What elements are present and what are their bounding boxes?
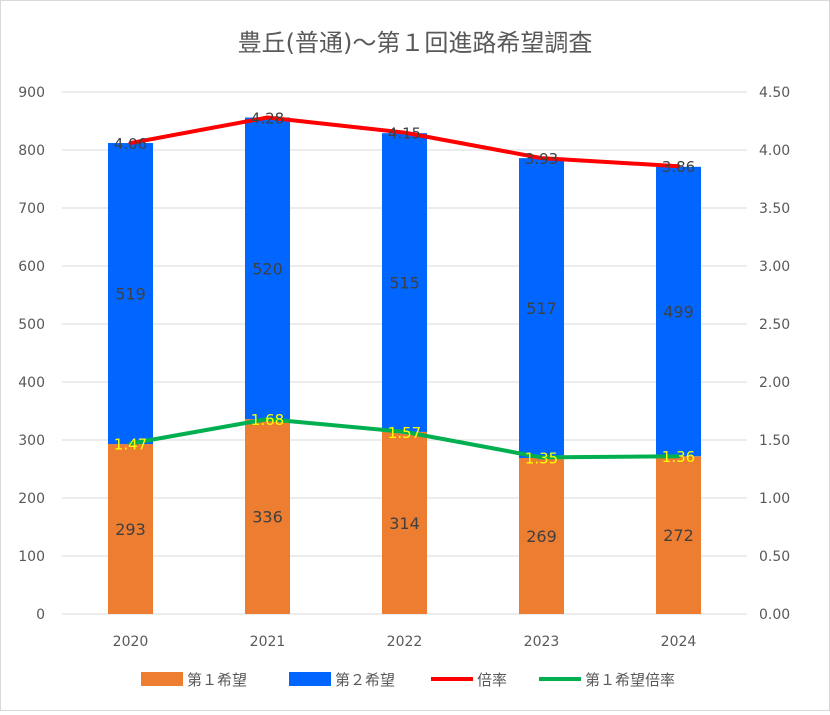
bar-first-choice xyxy=(382,431,427,614)
data-label-layer: 293 519 336 520 314 515 269 517 272 499 4.06 4.28 4.… xyxy=(114,110,695,546)
legend-item: 第１希望 xyxy=(141,671,247,689)
legend-item: 倍率 xyxy=(431,671,507,689)
y-left-tick-label: 200 xyxy=(18,491,45,507)
y-right-tick-label: 3.00 xyxy=(759,259,790,275)
bar-first-choice-value: 293 xyxy=(115,520,146,539)
x-tick-label: 2023 xyxy=(524,634,560,650)
y-left-tick-label: 600 xyxy=(18,259,45,275)
y-right-tick-label: 4.00 xyxy=(759,143,790,159)
y-right-tick-label: 1.00 xyxy=(759,491,790,507)
bar-second-choice xyxy=(519,158,564,458)
chart-title: 豊丘(普通)〜第１回進路希望調査 xyxy=(238,29,593,57)
y-left-tick-label: 300 xyxy=(18,433,45,449)
bar-first-choice xyxy=(519,457,564,614)
bar-second-choice-value: 520 xyxy=(252,259,283,278)
bar-first-choice-value: 336 xyxy=(252,508,283,527)
bar-first-choice xyxy=(656,456,701,614)
y-right-tick-label: 3.50 xyxy=(759,201,790,217)
y-left-tick-label: 0 xyxy=(36,607,45,623)
y-right-tick-label: 0.00 xyxy=(759,607,790,623)
legend-label: 第１希望 xyxy=(187,671,247,689)
x-tick-label: 2024 xyxy=(661,634,697,650)
ratio-label: 3.86 xyxy=(662,158,695,176)
y-right-tick-label: 0.50 xyxy=(759,549,790,565)
legend-label: 第２希望 xyxy=(335,671,395,689)
y-right-tick-label: 4.50 xyxy=(759,85,790,101)
legend-swatch xyxy=(141,672,183,686)
bar-layer xyxy=(108,117,701,614)
axis-layer: 0 100 200 300 400 500 600 700 800 900 0.00 0.50 1.00… xyxy=(18,85,790,650)
first-choice-ratio-label: 1.35 xyxy=(525,449,558,467)
first-choice-ratio-label: 1.47 xyxy=(114,435,147,453)
y-left-tick-label: 700 xyxy=(18,201,45,217)
legend-swatch xyxy=(289,672,331,686)
bar-second-choice-value: 499 xyxy=(663,303,694,322)
y-left-tick-label: 500 xyxy=(18,317,45,333)
bar-first-choice-value: 272 xyxy=(663,526,694,545)
legend-item: 第１希望倍率 xyxy=(539,671,675,689)
bar-second-choice xyxy=(656,166,701,457)
line-layer xyxy=(128,115,681,460)
bar-second-choice xyxy=(245,117,290,420)
bar-second-choice xyxy=(382,133,427,432)
first-choice-ratio-label: 1.68 xyxy=(251,411,284,429)
bar-second-choice-value: 517 xyxy=(526,299,557,318)
first-choice-ratio-label: 1.36 xyxy=(662,448,695,466)
x-tick-label: 2021 xyxy=(250,634,286,650)
x-tick-label: 2022 xyxy=(387,634,423,650)
ratio-label: 4.15 xyxy=(388,125,421,143)
y-right-tick-label: 1.50 xyxy=(759,433,790,449)
bar-second-choice-value: 519 xyxy=(115,285,146,304)
bar-first-choice-value: 269 xyxy=(526,527,557,546)
x-tick-label: 2020 xyxy=(113,634,149,650)
y-left-tick-label: 800 xyxy=(18,143,45,159)
legend-item: 第２希望 xyxy=(289,671,395,689)
legend: 第１希望 第２希望 倍率 第１希望倍率 xyxy=(141,671,675,689)
y-left-tick-label: 100 xyxy=(18,549,45,565)
legend-label: 第１希望倍率 xyxy=(585,671,675,689)
y-right-tick-label: 2.00 xyxy=(759,375,790,391)
line-ratio xyxy=(128,115,681,169)
bar-second-choice xyxy=(108,143,153,445)
bar-first-choice xyxy=(245,419,290,614)
first-choice-ratio-label: 1.57 xyxy=(388,424,421,442)
legend-label: 倍率 xyxy=(477,671,507,689)
y-left-tick-label: 400 xyxy=(18,375,45,391)
bar-first-choice xyxy=(108,444,153,614)
ratio-label: 3.93 xyxy=(525,150,558,168)
line-first-choice-ratio xyxy=(128,417,681,460)
y-right-tick-label: 2.50 xyxy=(759,317,790,333)
bar-first-choice-value: 314 xyxy=(389,514,420,533)
y-left-tick-label: 900 xyxy=(18,85,45,101)
bar-second-choice-value: 515 xyxy=(389,274,420,293)
ratio-label: 4.28 xyxy=(251,110,284,128)
ratio-label: 4.06 xyxy=(114,135,147,153)
